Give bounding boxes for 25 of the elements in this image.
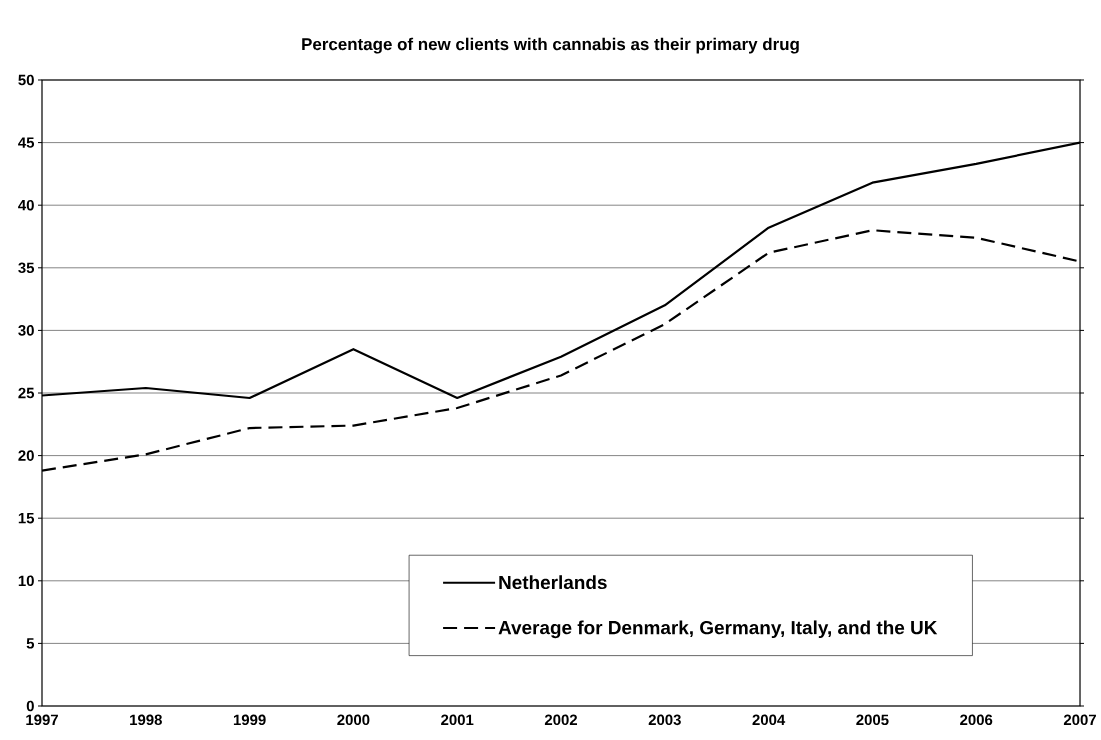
y-tick-label: 25 — [18, 387, 35, 399]
x-tick-label: 1999 — [233, 714, 266, 726]
x-tick-label: 2007 — [1063, 714, 1096, 726]
x-tick-label: 1997 — [26, 714, 58, 726]
legend-label: Average for Denmark, Germany, Italy, and the UK — [498, 620, 938, 639]
y-tick-label: 50 — [18, 74, 34, 86]
x-tick-label: 2004 — [752, 714, 786, 726]
chart-title: Percentage of new clients with cannabis as their primary drug — [302, 37, 799, 54]
x-tick-label: 2006 — [960, 714, 993, 726]
x-tick-label: 2005 — [856, 714, 889, 726]
y-tick-label: 20 — [18, 450, 34, 461]
x-tick-label: 2003 — [648, 714, 681, 726]
y-tick-label: 40 — [18, 199, 34, 211]
y-tick-label: 15 — [18, 512, 35, 524]
y-tick-label: 30 — [18, 325, 34, 336]
y-tick-label: 5 — [26, 638, 35, 649]
y-tick-label: 0 — [26, 700, 34, 712]
y-tick-label: 10 — [18, 575, 34, 587]
x-tick-label: 2001 — [441, 714, 474, 726]
x-tick-label: 2000 — [337, 714, 370, 726]
x-tick-label: 2002 — [544, 714, 578, 726]
y-tick-label: 45 — [18, 137, 35, 148]
legend-label: Netherlands — [499, 575, 607, 590]
x-tick-label: 1998 — [130, 714, 162, 726]
y-tick-label: 35 — [18, 262, 35, 274]
